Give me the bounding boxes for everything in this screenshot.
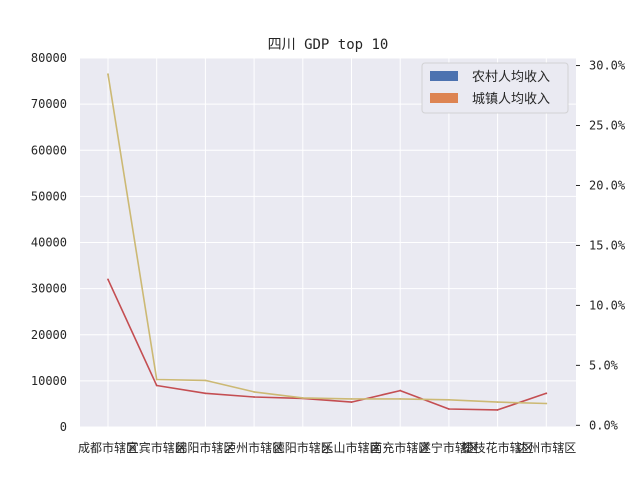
legend: 农村人均收入 城镇人均收入 [421,62,569,114]
x-tick-label: 成都市辖区 [78,440,138,455]
x-tick-label: 攀枝花市辖区 [462,440,534,455]
series-line-2 [107,73,547,405]
data-point [107,278,109,281]
data-point [350,401,353,403]
grid-lines [80,57,576,428]
y-right-tick-label: 25.0% [589,119,626,133]
data-point [155,378,158,381]
y-left-tick-label: 30000 [31,282,67,296]
data-point [301,397,304,399]
x-tick-label: 南充市辖区 [370,440,430,455]
y-right-tick-label: 20.0% [589,178,626,192]
y-left-tick-label: 40000 [31,236,67,250]
data-point [204,379,207,382]
legend-box [421,62,569,114]
data-point [545,402,548,405]
legend-swatch-2 [430,93,458,103]
left-axis-ticks: 0 10000 20000 30000 40000 50000 60000 70000 8000… [31,51,67,434]
data-point [204,392,207,395]
y-right-tick-label: 5.0% [589,358,619,372]
series-line-1 [107,279,547,411]
data-lines [107,73,548,411]
data-point [155,384,158,387]
data-point [448,408,450,410]
chart-title: 四川 GDP top 10 [268,37,389,53]
data-point [399,397,402,400]
x-tick-label: 宜宾市辖区 [127,440,187,455]
data-point [496,409,499,411]
y-right-tick-label: 30.0% [589,59,626,73]
data-point [399,389,402,392]
y-right-tick-label: 0.0% [589,418,619,432]
x-tick-label: 绵阳市辖区 [175,440,235,455]
x-tick-label: 德阳市辖区 [273,440,333,455]
x-tick-label: 达州市辖区 [516,440,576,455]
x-axis-ticks: 成都市辖区宜宾市辖区绵阳市辖区泸州市辖区德阳市辖区乐山市辖区南充市辖区遂宁市辖区… [78,440,576,455]
data-point [107,73,109,76]
y-left-tick-label: 70000 [31,97,67,111]
data-point [496,401,499,403]
y-left-tick-label: 20000 [31,328,67,342]
right-axis-ticks: 0.0% 5.0% 10.0% 15.0% 20.0% 25.0% 30.0% [576,59,626,432]
data-point [545,392,548,395]
y-right-tick-label: 10.0% [589,298,626,312]
x-tick-label: 乐山市辖区 [321,440,381,455]
y-left-tick-label: 10000 [31,374,67,388]
legend-label-1: 农村人均收入 [472,70,550,85]
y-left-tick-label: 50000 [31,189,67,203]
legend-label-2: 城镇人均收入 [472,92,550,107]
data-point [448,398,450,401]
x-tick-label: 遂宁市辖区 [419,440,479,455]
y-left-tick-label: 0 [60,420,67,434]
y-right-tick-label: 15.0% [589,238,626,252]
y-left-tick-label: 80000 [31,51,67,65]
data-point [350,397,353,400]
data-point [253,396,256,398]
y-left-tick-label: 60000 [31,143,67,157]
legend-swatch-1 [430,71,458,81]
x-tick-label: 泸州市辖区 [224,440,284,455]
data-point [253,391,256,393]
